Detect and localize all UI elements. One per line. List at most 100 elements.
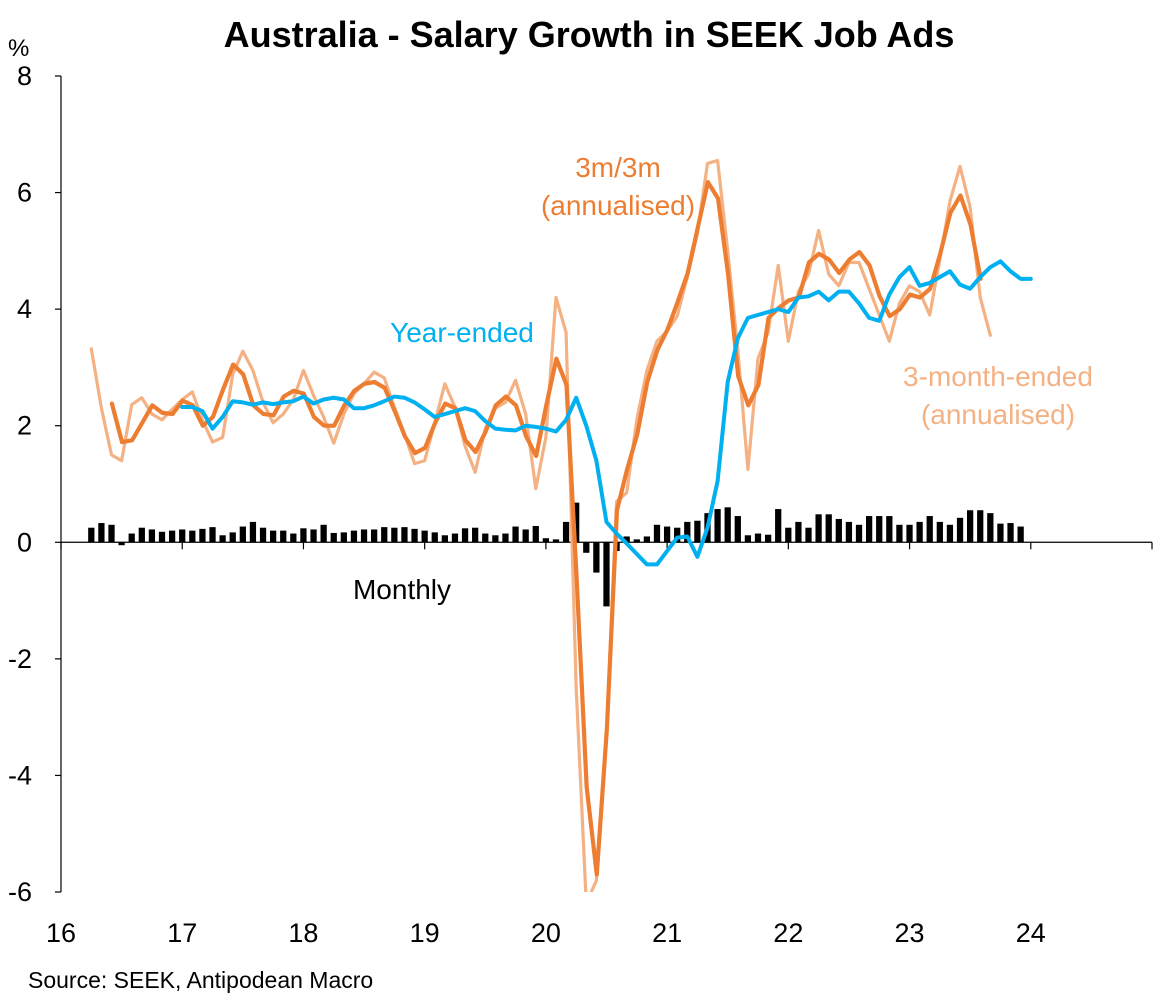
x-tick-label: 18 bbox=[288, 918, 318, 948]
monthly-bar bbox=[835, 518, 842, 543]
monthly-bar bbox=[552, 539, 560, 543]
x-tick-label: 20 bbox=[531, 918, 561, 948]
source-note: Source: SEEK, Antipodean Macro bbox=[28, 967, 373, 993]
monthly-bar bbox=[663, 526, 671, 543]
monthly-bar bbox=[653, 524, 661, 543]
series-lines bbox=[89, 158, 1033, 892]
monthly-bar bbox=[865, 516, 873, 543]
monthly-bar bbox=[977, 510, 984, 543]
y-tick-label: 8 bbox=[17, 61, 32, 91]
monthly-bar bbox=[88, 527, 95, 543]
y-tick-label: 0 bbox=[17, 527, 32, 557]
monthly-bar bbox=[128, 533, 135, 543]
monthly-bar bbox=[148, 529, 156, 543]
monthly-bar bbox=[956, 517, 964, 543]
monthly-bar bbox=[603, 542, 610, 607]
monthly-bar bbox=[158, 531, 166, 543]
monthly-bar bbox=[936, 521, 943, 543]
monthly-bar bbox=[249, 521, 257, 543]
monthly-bar bbox=[674, 527, 681, 543]
monthly-bar bbox=[98, 523, 105, 543]
monthly-bar bbox=[472, 527, 479, 543]
monthly-bar bbox=[845, 521, 853, 543]
monthly-bar bbox=[168, 530, 176, 543]
y-tick-label: 4 bbox=[17, 294, 32, 324]
monthly-bar bbox=[330, 532, 337, 543]
monthly-bar bbox=[239, 526, 246, 543]
monthly-bar bbox=[138, 527, 145, 543]
monthly-bar bbox=[754, 533, 762, 543]
monthly-bar bbox=[997, 523, 1004, 543]
monthly-bar bbox=[623, 536, 630, 543]
monthly-bar bbox=[593, 542, 600, 573]
monthly-bar bbox=[1017, 526, 1024, 543]
monthly-bar bbox=[916, 521, 923, 543]
monthly-bar bbox=[926, 516, 933, 543]
monthly-bar bbox=[320, 524, 327, 543]
monthly-bar bbox=[219, 535, 226, 543]
monthly-bar bbox=[179, 529, 186, 543]
monthly-bar bbox=[199, 528, 206, 543]
monthly-bar bbox=[734, 516, 741, 543]
chart-title: Australia - Salary Growth in SEEK Job Ad… bbox=[224, 14, 955, 55]
x-tick-label: 24 bbox=[1016, 918, 1046, 948]
monthly-bar bbox=[573, 502, 580, 543]
y-tick-label: 6 bbox=[17, 178, 32, 208]
monthly-bar bbox=[189, 530, 196, 543]
monthly-bar bbox=[451, 533, 459, 543]
monthly-bar bbox=[108, 524, 115, 543]
monthly-bar bbox=[310, 529, 317, 543]
y-axis-unit: % bbox=[8, 35, 29, 62]
monthly-bar bbox=[946, 524, 954, 543]
x-tick-label: 16 bbox=[46, 918, 76, 948]
monthly-bar bbox=[825, 514, 832, 543]
monthly-bar bbox=[562, 521, 570, 543]
monthly-bar bbox=[775, 509, 782, 543]
monthly-bar bbox=[482, 533, 489, 543]
monthly-bar bbox=[371, 529, 378, 543]
x-tick-label: 23 bbox=[895, 918, 925, 948]
monthly-bar bbox=[684, 521, 691, 543]
monthly-bar bbox=[350, 530, 358, 543]
monthly-bar bbox=[290, 533, 297, 543]
three-month-ended-line bbox=[89, 158, 992, 892]
monthly-bar bbox=[542, 538, 549, 543]
annotation-3m3m-line1: 3m/3m bbox=[575, 152, 661, 183]
monthly-bar bbox=[714, 509, 721, 543]
monthly-bar bbox=[906, 524, 913, 543]
monthly-bar bbox=[724, 507, 731, 543]
x-tick-label: 22 bbox=[773, 918, 803, 948]
y-tick-label: -2 bbox=[8, 644, 32, 674]
monthly-bar bbox=[411, 528, 418, 543]
monthly-bar bbox=[855, 524, 863, 543]
monthly-bar bbox=[795, 521, 802, 543]
monthly-bar bbox=[300, 528, 307, 543]
monthly-bar bbox=[896, 524, 903, 543]
y-tick-label: -4 bbox=[8, 760, 32, 790]
annotation-3-month-ended-line2: (annualised) bbox=[921, 399, 1075, 430]
annotation-3m3m-line2: (annualised) bbox=[541, 190, 695, 221]
y-tick-label: -6 bbox=[8, 877, 32, 907]
monthly-bar bbox=[381, 527, 388, 543]
monthly-bar bbox=[512, 526, 519, 543]
monthly-bar bbox=[583, 542, 590, 553]
monthly-bar bbox=[764, 534, 772, 543]
monthly-bar bbox=[270, 530, 277, 543]
monthly-bar bbox=[643, 536, 651, 543]
monthly-bar bbox=[694, 520, 701, 543]
monthly-bar bbox=[461, 528, 469, 543]
monthly-bar bbox=[391, 527, 398, 543]
monthly-bar bbox=[805, 527, 812, 543]
monthly-bar bbox=[967, 510, 974, 543]
x-tick-label: 19 bbox=[410, 918, 440, 948]
monthly-bar bbox=[744, 535, 752, 543]
annotation-monthly: Monthly bbox=[353, 574, 451, 605]
monthly-bar bbox=[441, 535, 448, 543]
monthly-bar bbox=[209, 527, 216, 543]
y-tick-label: 2 bbox=[17, 411, 32, 441]
monthly-bar bbox=[522, 529, 529, 543]
monthly-bar bbox=[431, 532, 438, 543]
monthly-bars bbox=[88, 502, 1024, 607]
